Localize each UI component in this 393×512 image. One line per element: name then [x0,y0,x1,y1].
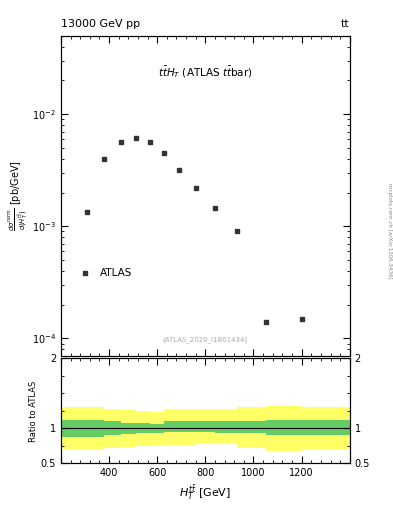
Y-axis label: $\frac{d\sigma^{norm}}{d(H_T^{t\bar{t}})}$ [pb/GeV]: $\frac{d\sigma^{norm}}{d(H_T^{t\bar{t}})… [7,160,31,231]
Text: mcplots.cern.ch [arXiv:1306.3436]: mcplots.cern.ch [arXiv:1306.3436] [387,183,392,278]
Text: 13000 GeV pp: 13000 GeV pp [61,19,140,29]
Text: ATLAS: ATLAS [100,268,132,278]
Text: $t\bar{t}H_T$ (ATLAS $t\bar{t}$bar): $t\bar{t}H_T$ (ATLAS $t\bar{t}$bar) [158,65,253,80]
Text: (ATLAS_2020_I1801434): (ATLAS_2020_I1801434) [163,336,248,343]
Y-axis label: Ratio to ATLAS: Ratio to ATLAS [29,380,38,441]
Text: tt: tt [341,19,350,29]
X-axis label: $H_T^{t\bar{t}}$ [GeV]: $H_T^{t\bar{t}}$ [GeV] [179,484,231,502]
